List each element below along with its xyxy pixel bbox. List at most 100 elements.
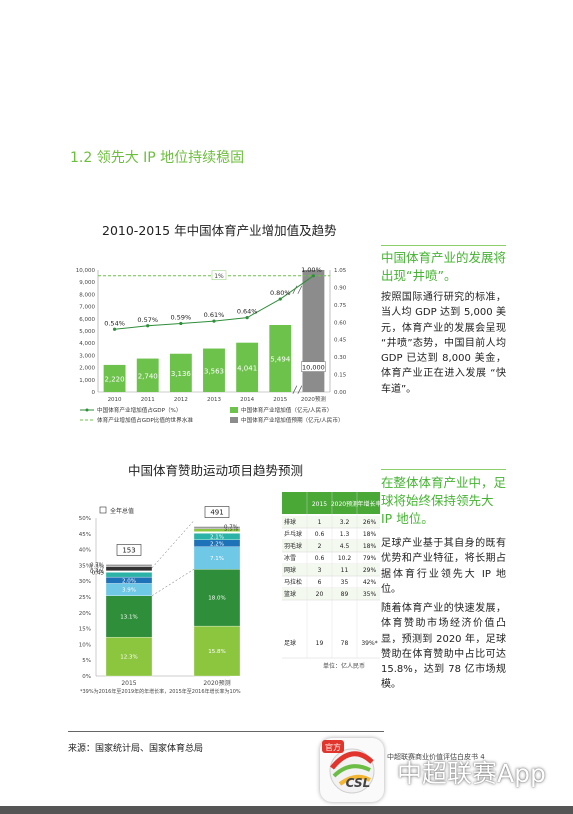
table-cell: 78: [341, 640, 349, 647]
y-tick-label: 6,000: [79, 317, 95, 323]
y-tick-label: 10%: [79, 642, 91, 648]
segment-label: 13.1%: [120, 614, 137, 620]
y2-tick-label: 0.30: [334, 355, 347, 361]
segment-label: 2.2%: [210, 541, 224, 547]
y-tick-label: 3,000: [79, 353, 95, 359]
table-cell: 35%: [363, 591, 377, 598]
table-cell: 10.2: [338, 555, 352, 562]
gdp-ratio-point: [146, 324, 150, 328]
world-level-label: 1%: [214, 273, 224, 280]
table-cell: 0.6: [315, 555, 325, 562]
table-cell: 79%: [363, 555, 377, 562]
legend-total-swatch: [99, 506, 107, 514]
segment-label: 7.1%: [210, 556, 224, 562]
connector-line: [151, 520, 195, 569]
bottom-bar: [0, 806, 573, 814]
total-box: [116, 544, 142, 556]
table-cell: 11: [341, 567, 349, 574]
y-tick-label: 45%: [79, 532, 91, 538]
stack-segment: [105, 572, 153, 578]
chart2-footnote: *39%为2016年至2019年的年增长率，2015年至2016年增长率为10%: [80, 688, 241, 695]
table-header-cell: 2020预测: [331, 500, 358, 508]
industry-value-chart: 10,000 9,000 8,000 7,000 6,000 5,000 4,000 3,00…: [76, 266, 347, 424]
x-tick-label: 2010: [108, 397, 122, 403]
gdp-ratio-label: 0.54%: [104, 319, 125, 327]
y2-tick-label: 1.05: [334, 268, 347, 274]
table-cell: 羽毛球: [284, 542, 302, 550]
total-label: 491: [210, 509, 223, 517]
table-cell: 1: [318, 519, 322, 526]
table-cell: 足球: [284, 639, 296, 647]
segment-label: 0.45: [92, 570, 105, 576]
bar-data-label: 3,563: [204, 367, 224, 375]
y-tick-label: 30%: [79, 579, 91, 585]
gdp-ratio-point: [112, 327, 117, 331]
table-cell: 篮球: [284, 590, 296, 598]
segment-label: 0.7%: [224, 525, 238, 531]
y2-tick-label: 0.60: [334, 320, 347, 326]
gdp-ratio-label: 0.80%: [270, 289, 291, 297]
table-header-bg: [282, 492, 380, 514]
gdp-ratio-label: 0.64%: [237, 308, 258, 316]
segment-label: 2.1%: [210, 534, 224, 540]
total-box: [204, 506, 230, 518]
stack-segment: [105, 636, 153, 677]
x-tick-label: 2012: [174, 397, 188, 403]
y-tick-label: 5,000: [79, 329, 95, 335]
gdp-ratio-label: 0.61%: [204, 311, 225, 319]
segment-label: 2.0%: [122, 578, 136, 584]
legend-world: 体育产业增加值占GDP比值的世界水准: [97, 416, 193, 424]
table-cell: 1.3: [340, 531, 350, 538]
side2-body-2: 随着体育产业的快速发展，体育赞助市场经济价值凸显，预测到 2020 年，足球赞助…: [381, 603, 506, 691]
table-cell: 0.6: [315, 531, 325, 538]
y-tick-label: 0%: [82, 674, 91, 680]
table-cell: 马拉松: [284, 578, 302, 586]
stack-segment: [193, 625, 241, 677]
y-tick-label: 4,000: [79, 341, 95, 347]
table-cell: 乒乓球: [284, 530, 302, 538]
stack-segment: [105, 570, 153, 573]
x-tick-label: 2011: [141, 397, 155, 403]
forecast-data-label: 10,000: [302, 364, 325, 372]
table-cell: 20: [316, 591, 324, 598]
y-tick-label: 0: [92, 390, 96, 396]
bar-data-label: 4,041: [237, 364, 257, 372]
table-cell: 18%: [363, 543, 377, 550]
segment-label: 3.9%: [122, 588, 136, 594]
value-bar: [269, 324, 292, 392]
table-row-bg: [282, 564, 380, 576]
table-cell: 3: [318, 567, 322, 574]
segment-label: 12.3%: [120, 655, 137, 661]
divider: [68, 731, 384, 732]
x-tick-label: 2015: [121, 680, 136, 687]
legend-total: 全年总值: [110, 507, 134, 515]
table-cell: 42%: [363, 579, 377, 586]
legend-forecast: 中国体育产业增加值预期（亿元/人民币）: [241, 416, 344, 424]
segment-label: 0.7%: [90, 562, 104, 568]
value-bar: [169, 353, 192, 392]
gdp-ratio-point: [212, 319, 216, 323]
y-tick-label: 15%: [79, 627, 91, 633]
table-cell: 35: [341, 579, 349, 586]
stack-segment: [193, 569, 241, 627]
bar-data-label: 2,220: [105, 375, 125, 383]
legend-value-swatch: [230, 407, 238, 413]
table-header-cell: 2015: [312, 501, 327, 508]
gdp-ratio-label: 0.59%: [171, 313, 192, 321]
table-header-cell: 年增长率: [357, 500, 380, 508]
value-bar: [203, 348, 225, 392]
value-bar: [236, 342, 259, 392]
y-tick-label: 25%: [79, 595, 91, 601]
segment-label: 0.4%: [90, 569, 104, 575]
watermark-text: 中超联赛App: [397, 759, 546, 788]
source-note: 来源：国家统计局、国家体育总局: [68, 744, 204, 754]
stack-segment: [105, 566, 153, 571]
chart1-title: 2010-2015 年中国体育产业增加值及趋势: [102, 223, 337, 238]
stack-segment: [105, 595, 153, 638]
table-cell: 39%*: [361, 640, 377, 647]
gdp-ratio-point: [278, 297, 282, 301]
value-bar: [136, 358, 159, 392]
logo-badge: 官方: [325, 742, 341, 752]
y-tick-label: 9,000: [79, 280, 95, 286]
value-bar: [103, 364, 126, 392]
